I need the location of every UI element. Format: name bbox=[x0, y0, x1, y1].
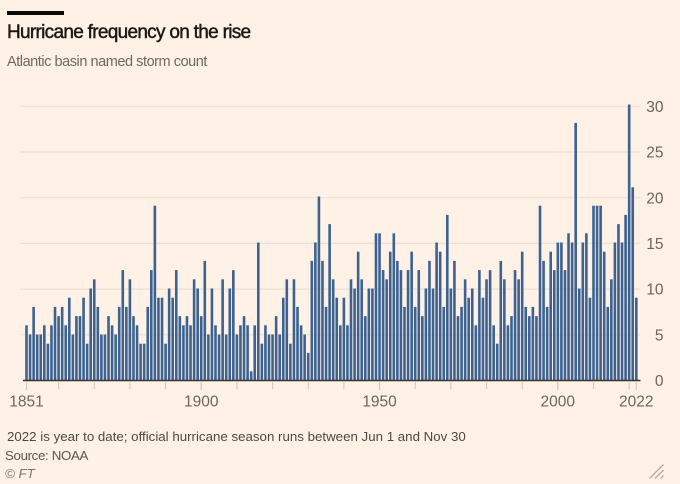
svg-text:20: 20 bbox=[646, 190, 664, 207]
svg-text:25: 25 bbox=[646, 145, 663, 162]
svg-text:1900: 1900 bbox=[184, 394, 219, 411]
svg-text:0: 0 bbox=[655, 373, 664, 390]
svg-text:1950: 1950 bbox=[362, 394, 397, 411]
svg-text:15: 15 bbox=[646, 236, 663, 253]
svg-text:10: 10 bbox=[646, 282, 664, 299]
svg-text:2000: 2000 bbox=[541, 394, 576, 411]
svg-text:5: 5 bbox=[655, 327, 664, 344]
svg-text:30: 30 bbox=[646, 99, 664, 116]
svg-text:2022: 2022 bbox=[619, 394, 653, 411]
svg-text:1851: 1851 bbox=[9, 394, 43, 411]
